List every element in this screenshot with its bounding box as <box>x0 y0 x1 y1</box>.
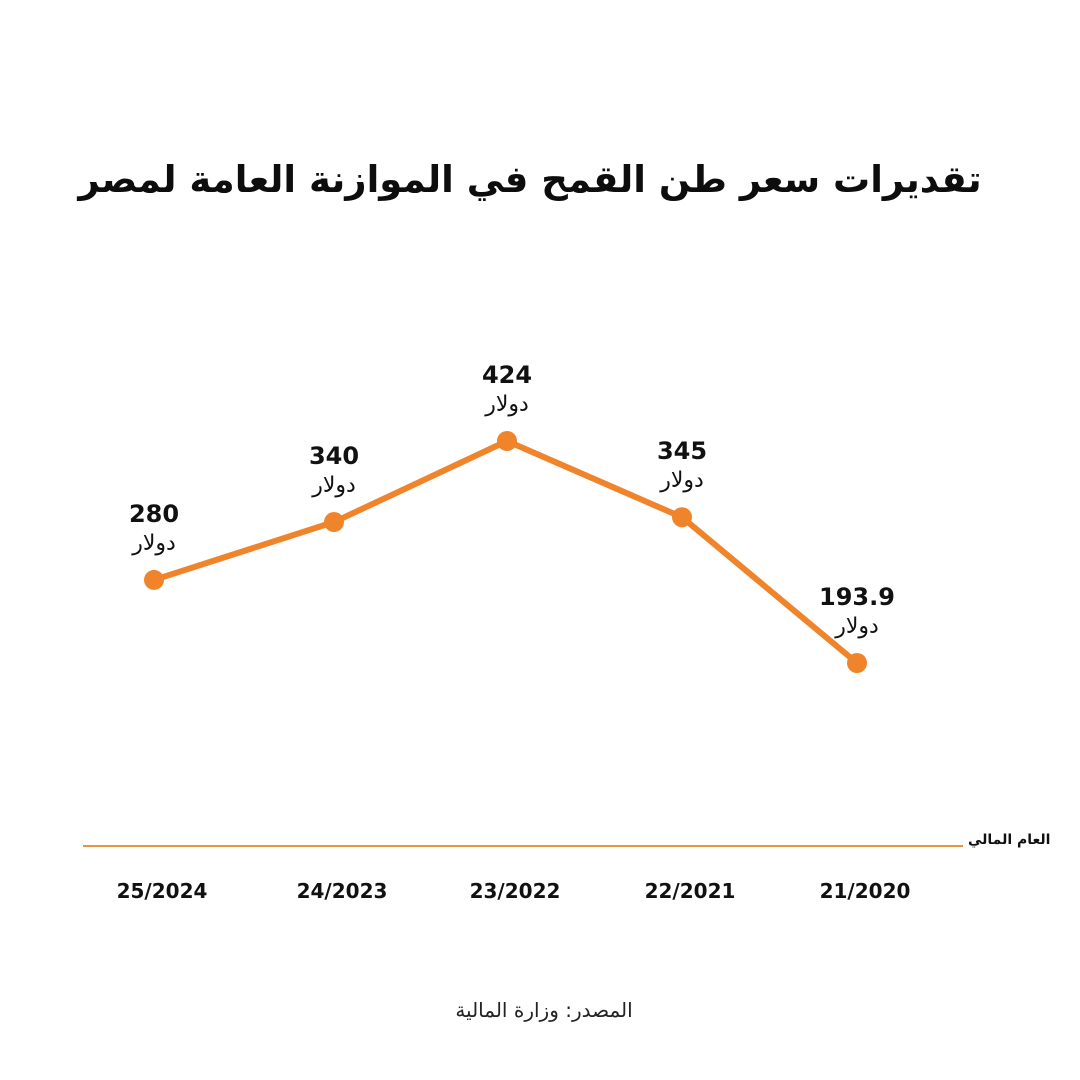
data-label-unit: دولار <box>484 392 529 417</box>
data-label-unit: دولار <box>311 473 356 498</box>
x-tick-label: 24/2023 <box>297 879 388 903</box>
x-tick-label: 22/2021 <box>645 879 736 903</box>
chart-title: تقديرات سعر طن القمح في الموازنة العامة … <box>78 158 982 201</box>
data-label-value: 345 <box>657 437 707 465</box>
data-points-group <box>144 431 867 673</box>
data-label-unit: دولار <box>659 468 704 493</box>
x-tick-label: 21/2020 <box>820 879 911 903</box>
data-label-unit: دولار <box>131 531 176 556</box>
x-tick-labels-group: 25/2024 24/2023 23/2022 22/2021 21/2020 <box>117 879 911 903</box>
series-line <box>151 438 860 666</box>
data-labels-group: 280 دولار 340 دولار 424 دولار 345 دولار 193.9 دول… <box>129 361 895 639</box>
data-point-24-2023 <box>324 512 344 533</box>
data-label-value: 424 <box>482 361 532 389</box>
x-axis-title: العام المالي <box>968 832 1051 848</box>
data-label-unit: دولار <box>834 614 879 639</box>
data-label-value: 340 <box>309 442 359 470</box>
data-label-value: 280 <box>129 500 179 528</box>
data-point-21-2020 <box>847 653 867 673</box>
x-tick-label: 23/2022 <box>470 879 561 903</box>
series-line-group <box>151 438 860 666</box>
data-point-23-2022 <box>497 431 517 451</box>
data-point-22-2021 <box>672 507 692 528</box>
data-point-25-2024 <box>144 569 164 590</box>
source-note: المصدر: وزارة المالية <box>455 998 633 1022</box>
data-label-value: 193.9 <box>819 583 895 611</box>
x-tick-label: 25/2024 <box>117 879 208 903</box>
